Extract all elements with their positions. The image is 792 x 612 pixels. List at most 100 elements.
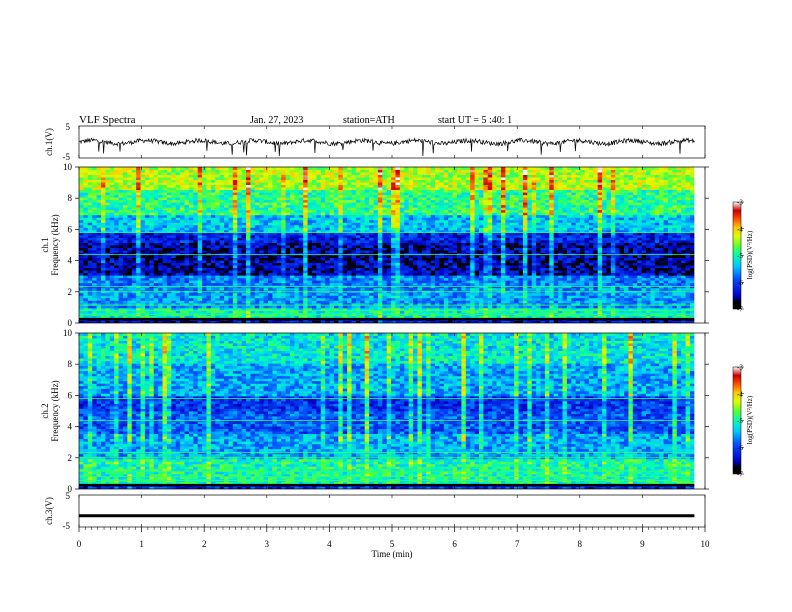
spectrogram-cell xyxy=(663,300,669,304)
spectrogram-cell xyxy=(162,260,168,264)
spectrogram-cell xyxy=(487,255,493,258)
spectrogram-cell xyxy=(237,277,243,281)
spectrogram-cell xyxy=(254,262,260,266)
spectrogram-cell xyxy=(553,242,559,246)
spectrogram-cell xyxy=(202,282,207,286)
spectrogram-cell xyxy=(100,307,106,311)
spectrogram-cell xyxy=(527,302,533,306)
spectrogram-cell xyxy=(421,300,427,304)
spectrogram-cell xyxy=(281,280,286,284)
spectrogram-cell xyxy=(254,270,260,274)
spectrogram-cell xyxy=(303,250,308,253)
spectrogram-cell xyxy=(153,295,159,299)
spectrogram-cell xyxy=(474,234,480,238)
spectrogram-cell xyxy=(307,270,313,274)
spectrogram-cell xyxy=(637,234,643,238)
spectrogram-cell xyxy=(228,267,234,271)
spectrogram-cell xyxy=(180,305,185,309)
spectrogram-cell xyxy=(351,275,357,279)
spectrogram-cell xyxy=(311,287,317,291)
spectrogram-cell xyxy=(650,245,656,248)
spectrogram-cell xyxy=(369,267,374,271)
spectrogram-cell xyxy=(342,232,348,236)
spectrogram-cell xyxy=(584,292,590,296)
spectrogram-cell xyxy=(492,310,497,314)
spectrogram-cell xyxy=(180,255,185,258)
spectrogram-cell xyxy=(566,310,572,314)
spectrogram-cell xyxy=(281,282,286,286)
spectrogram-cell xyxy=(224,255,229,258)
spectrogram-cell xyxy=(246,265,251,269)
spectrogram-cell xyxy=(92,295,97,299)
spectrogram-cell xyxy=(654,257,660,261)
spectrogram-cell xyxy=(566,265,572,269)
spectrogram-cell xyxy=(527,275,533,279)
spectrogram-cell xyxy=(452,232,458,236)
spectrogram-cell xyxy=(386,305,392,309)
spectrogram-cell xyxy=(197,275,203,279)
spectrogram-cell xyxy=(333,277,339,281)
spectrogram-cell xyxy=(83,260,89,264)
spectrogram-cell xyxy=(237,260,243,264)
spectrogram-cell xyxy=(439,250,445,253)
spectrogram-cell xyxy=(452,297,458,301)
spectrogram-cell xyxy=(136,275,141,279)
spectrogram-cell xyxy=(83,255,89,258)
spectrogram-cell xyxy=(289,280,295,284)
spectrogram-cell xyxy=(646,277,651,281)
spectrogram-cell xyxy=(193,282,199,286)
spectrogram-cell xyxy=(228,257,234,261)
spectrogram-cell xyxy=(395,295,401,299)
spectrogram-cell xyxy=(180,297,185,301)
spectrogram-cell xyxy=(79,320,84,323)
spectrogram-cell xyxy=(272,277,278,281)
spectrogram-cell xyxy=(373,315,379,319)
spectrogram-cell xyxy=(395,280,401,284)
spectrogram-cell xyxy=(342,267,348,271)
spectrogram-cell xyxy=(478,245,484,248)
spectrogram-cell xyxy=(281,265,286,269)
spectrogram-cell xyxy=(184,250,190,253)
spectrogram-cell xyxy=(224,310,229,314)
spectrogram-cell xyxy=(144,257,150,261)
spectrogram-cell xyxy=(417,300,423,304)
spectrogram-cell xyxy=(483,292,489,296)
spectrogram-cell xyxy=(259,242,265,246)
spectrogram-cell xyxy=(496,275,502,279)
spectrogram-cell xyxy=(276,282,282,286)
spectrogram-cell xyxy=(360,270,366,274)
spectrogram-cell xyxy=(689,277,695,281)
spectrogram-cell xyxy=(435,277,440,281)
spectrogram-cell xyxy=(496,255,502,258)
spectrogram-cell xyxy=(571,307,577,311)
spectrogram-cell xyxy=(285,282,291,286)
spectrogram-cell xyxy=(487,300,493,304)
spectrogram-cell xyxy=(241,242,247,246)
spectrogram-cell xyxy=(461,282,467,286)
spectrogram-cell xyxy=(232,295,238,299)
spectrogram-cell xyxy=(492,239,497,243)
spectrogram-cell xyxy=(667,282,673,286)
spectrogram-cell xyxy=(593,270,599,274)
spectrogram-cell xyxy=(500,320,506,323)
spectrogram-cell xyxy=(228,302,234,306)
spectrogram-cell xyxy=(610,282,616,286)
spectrogram-cell xyxy=(496,262,502,266)
spectrogram-cell xyxy=(514,297,519,301)
spectrogram-cell xyxy=(672,247,678,251)
spectrogram-cell xyxy=(338,257,344,261)
spectrogram-cell xyxy=(162,305,168,309)
spectrogram-cell xyxy=(329,287,335,291)
spectrogram-cell xyxy=(87,262,93,266)
spectrogram-cell xyxy=(180,232,185,236)
spectrogram-cell xyxy=(96,247,102,251)
spectrogram-cell xyxy=(79,277,84,281)
spectrogram-cell xyxy=(373,282,379,286)
spectrogram-cell xyxy=(114,320,119,323)
spectrogram-cell xyxy=(676,272,682,276)
spectrogram-cell xyxy=(624,255,629,258)
spectrogram-cell xyxy=(575,292,581,296)
spectrogram-cell xyxy=(500,295,506,299)
spectrogram-cell xyxy=(509,280,515,284)
spectrogram-cell xyxy=(259,232,265,236)
